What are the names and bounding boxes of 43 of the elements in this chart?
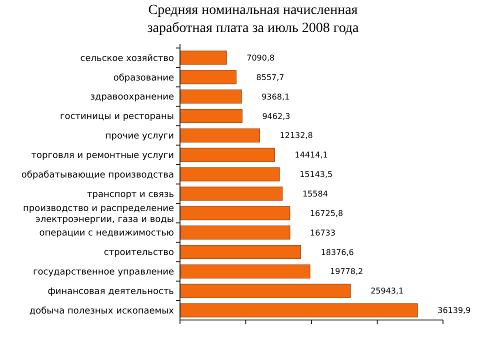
y-tick-label: здравоохранение (90, 92, 174, 103)
data-label: 9368,1 (262, 92, 290, 102)
y-tick-label: транспорт и связь (87, 190, 174, 200)
data-label: 36139,9 (438, 306, 471, 316)
bar (180, 167, 280, 182)
bar (180, 245, 302, 259)
data-label: 19778,2 (330, 267, 364, 276)
data-label: 9462,3 (262, 112, 290, 121)
y-tick-label: прочие услуги (105, 132, 174, 142)
y-tick-label: торговля и ремонтные услуги (31, 151, 174, 162)
y-tick-label: сельское хозяйство (80, 54, 174, 64)
chart-title: Средняя номинальная начисленная заработная плата за июль 2008 года (147, 3, 360, 36)
y-tick-label: строительство (104, 248, 174, 258)
data-label: 15584 (302, 190, 328, 199)
bar (180, 284, 351, 298)
y-tick-label: образование (113, 73, 174, 84)
y-tick-label: государственное управление (33, 268, 174, 278)
bar (180, 50, 227, 65)
y-tick-label: производство и распределение электроэнергии, газа и воды (23, 204, 174, 225)
bar (180, 148, 275, 162)
bar (180, 70, 236, 84)
y-tick-label: финансовая деятельность (48, 287, 174, 298)
y-tick-label: операции с недвижимостью (39, 228, 174, 239)
data-label: 12132,8 (280, 131, 313, 140)
y-tick-label: обрабатывающие производства (21, 170, 174, 180)
data-label: 16733 (310, 228, 336, 238)
bar (180, 186, 283, 201)
y-tick-label: добыча полезных ископаемых (29, 306, 175, 316)
data-label: 14414,1 (294, 150, 328, 160)
data-label: 15143,5 (300, 170, 333, 180)
bar (180, 264, 310, 278)
data-label: 18376,6 (320, 248, 354, 257)
data-label: 8557,7 (256, 72, 284, 82)
bar (180, 226, 290, 240)
data-label: 25943,1 (370, 286, 404, 296)
y-tick-label: гостиницы и рестораны (60, 112, 174, 122)
bar (180, 109, 242, 123)
data-label: 7090,8 (246, 54, 275, 63)
bar (180, 128, 260, 142)
data-label: 16725,8 (310, 208, 344, 218)
bar (180, 206, 290, 220)
bar (180, 303, 418, 318)
bar (180, 90, 242, 104)
